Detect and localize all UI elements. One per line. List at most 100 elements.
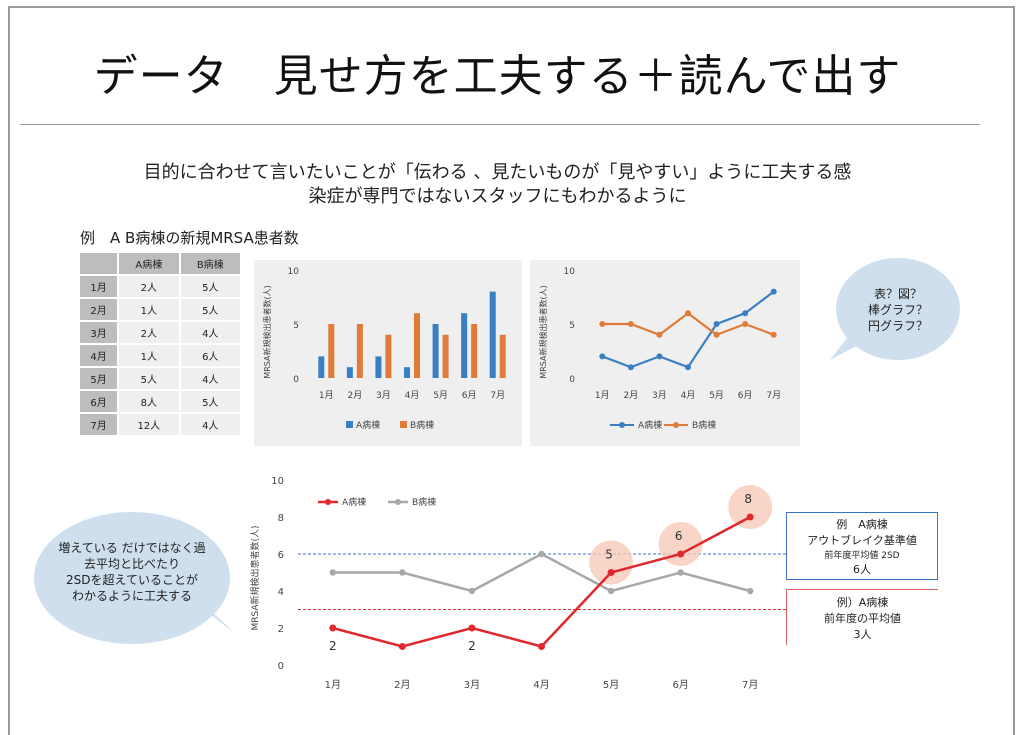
data-point-b	[329, 569, 336, 576]
right-bubble-tail	[830, 334, 860, 360]
right-speech-bubble: 表？図？ 棒グラフ？ 円グラフ？	[836, 258, 960, 360]
table-cell: 8人	[117, 389, 181, 414]
y-axis-label: MRSA新規検出患者数(人)	[249, 525, 261, 630]
note-line: 前年度の平均値	[824, 612, 901, 625]
y-tick-label: 0	[293, 375, 299, 385]
data-point-a	[398, 643, 406, 650]
bar-a	[346, 367, 353, 378]
table-month-cell: 2月	[77, 297, 120, 322]
y-tick-label: 0	[278, 661, 284, 672]
data-point-b	[770, 331, 777, 338]
table-cell: 5人	[178, 274, 243, 299]
x-tick-label: 4月	[681, 390, 696, 401]
line-chart-panel: 0 5 10 MRSA新規検出患者数(人) 1月 2月 3月 4月 5月 6月 7月 A病棟 B病棟	[530, 260, 800, 446]
table-month-cell: 1月	[77, 274, 120, 299]
table-row: 3月 2人 4人	[77, 320, 243, 345]
y-tick-label: 0	[569, 375, 575, 385]
subtitle-line-2: 染症が専門ではないスタッフにもわかるように	[308, 186, 687, 207]
table-cell: 4人	[178, 412, 243, 437]
table-row: 1月 2人 5人	[77, 274, 243, 299]
table-header-cell: B病棟	[178, 251, 243, 276]
legend-label: B病棟	[412, 496, 436, 508]
x-tick-label: 2月	[347, 390, 362, 401]
data-point-a	[329, 624, 337, 632]
legend-label: B病棟	[410, 419, 434, 431]
table-month-cell: 5月	[77, 366, 120, 391]
data-point-b	[742, 321, 749, 327]
bar-b	[442, 334, 449, 378]
note-line: 6人	[853, 563, 871, 576]
x-tick-label: 3月	[652, 390, 667, 401]
bubble-line: 去平均と比べたり	[83, 557, 180, 571]
bar-a	[432, 324, 439, 378]
data-label: 2	[468, 639, 476, 653]
legend-label: A病棟	[342, 496, 366, 508]
bar-b	[414, 313, 420, 378]
table-month-cell: 6月	[77, 389, 120, 414]
table-cell: 1人	[117, 297, 181, 322]
bubble-line: 2SDを超えていることが	[66, 573, 198, 587]
data-table: A病棟 B病棟 1月 2人 5人 2月 1人 5人 3月 2人 4人 4月 1人 6人 5月 5人 4人 6月…	[77, 251, 243, 437]
data-point-b	[627, 321, 634, 327]
table-cell: 4人	[178, 366, 243, 391]
table-cell: 5人	[178, 389, 243, 414]
data-label: 6	[675, 529, 683, 543]
x-tick-label: 2月	[394, 679, 410, 691]
data-label: 5	[605, 548, 613, 562]
table-cell: 2人	[117, 320, 181, 345]
x-tick-label: 2月	[623, 390, 638, 401]
data-point-a	[742, 310, 749, 317]
table-cell: 6人	[178, 343, 243, 368]
y-tick-label: 10	[271, 476, 284, 487]
x-tick-label: 1月	[319, 390, 334, 401]
table-header-cell: A病棟	[117, 251, 181, 276]
legend-marker	[673, 422, 679, 428]
x-tick-label: 3月	[464, 679, 480, 691]
example-label: 例 A B病棟の新規MRSA患者数	[80, 229, 299, 247]
y-tick-label: 5	[569, 321, 575, 331]
y-axis-label: MRSA新規検出患者数(人)	[262, 285, 272, 378]
bubble-line: 表？図？	[873, 287, 922, 301]
left-bubble-tail	[194, 602, 236, 634]
data-point-a	[685, 364, 691, 371]
x-tick-label: 4月	[533, 679, 549, 691]
table-row: 2月 1人 5人	[77, 297, 243, 322]
data-label: 8	[744, 492, 752, 506]
legend-marker	[325, 499, 331, 505]
data-point-b	[685, 310, 691, 317]
data-point-a	[656, 353, 663, 360]
bar-a	[375, 356, 382, 378]
y-tick-label: 4	[278, 587, 284, 598]
left-speech-bubble: 増えている だけではなく過 去平均と比べたり 2SDを超えていることが わかるよ…	[34, 512, 230, 644]
table-cell: 1人	[117, 343, 181, 368]
table-month-cell: 7月	[77, 412, 120, 437]
x-tick-label: 1月	[325, 679, 341, 691]
data-point-a	[607, 569, 615, 576]
y-tick-label: 2	[278, 624, 284, 635]
x-tick-label: 7月	[766, 390, 781, 401]
bar-b	[328, 324, 335, 378]
y-tick-label: 6	[278, 550, 284, 561]
data-point-a	[770, 288, 777, 295]
x-tick-label: 5月	[709, 390, 724, 401]
highlight-circle	[589, 540, 634, 585]
line-chart: 0 5 10 MRSA新規検出患者数(人) 1月 2月 3月 4月 5月 6月 7月 A病棟 B病棟	[538, 267, 781, 431]
table-cell: 12人	[117, 412, 181, 437]
data-point-b	[599, 321, 606, 327]
data-point-a	[599, 353, 606, 360]
note-line: アウトブレイク基準値	[807, 534, 917, 547]
subtitle-line-1: 目的に合わせて言いたいことが「伝わる 、見たいものが「見やすい」ように工夫する感	[143, 162, 852, 183]
data-point-a	[627, 364, 634, 371]
x-tick-label: 3月	[376, 390, 391, 401]
bar-a	[489, 291, 496, 378]
note-line: 例）A病棟	[836, 596, 889, 609]
slide-frame	[8, 6, 1015, 735]
data-point-b	[677, 569, 684, 576]
x-tick-label: 4月	[405, 390, 420, 401]
bubble-line: 増えている だけではなく過	[58, 541, 206, 555]
x-tick-label: 6月	[738, 390, 753, 401]
bubble-line: 円グラフ？	[867, 319, 928, 333]
legend-label: A病棟	[638, 419, 662, 431]
x-tick-label: 6月	[672, 679, 688, 691]
table-cell: 2人	[117, 274, 181, 299]
